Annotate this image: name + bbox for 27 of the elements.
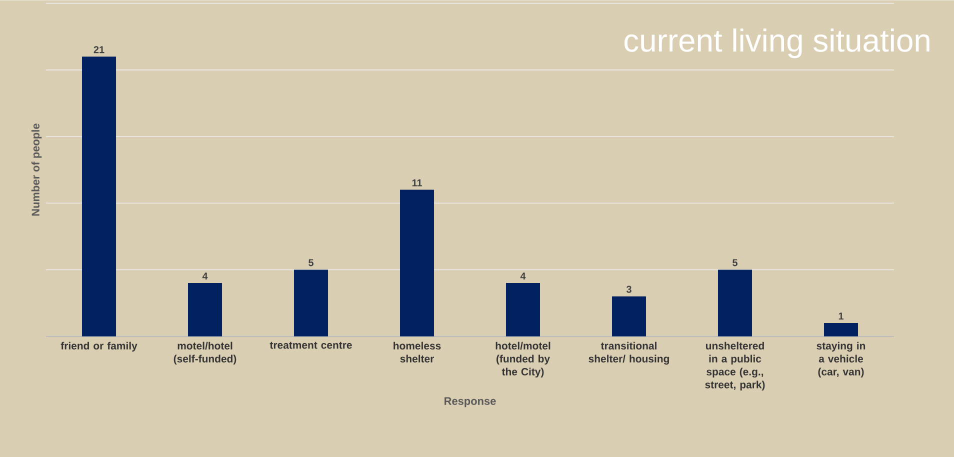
x-tick-label: treatment centre (270, 342, 352, 349)
data-label: 5 (732, 259, 738, 266)
y-axis-title: Number of people (31, 123, 42, 216)
x-tick-label: unsheltered in a public space (e.g., street, park) (705, 342, 765, 390)
x-tick-label: hotel/motel (funded by the City) (496, 342, 550, 378)
x-tick-label: friend or family (60, 342, 138, 352)
data-label: 11 (412, 179, 422, 186)
data-label: 3 (626, 286, 632, 293)
x-tick-label: transitional shelter/ housing (588, 342, 669, 364)
bar (824, 322, 858, 336)
x-tick-label: motel/hotel (self-funded) (174, 342, 236, 364)
bar (294, 270, 328, 336)
data-label: 4 (202, 272, 208, 280)
bar (188, 282, 222, 336)
x-tick-label: homeless shelter (394, 342, 441, 362)
data-label: 4 (520, 272, 526, 280)
x-tick-label: staying in a vehicle (car, van) (816, 342, 866, 378)
bar (612, 296, 646, 336)
data-label: 21 (94, 46, 104, 53)
bar (718, 270, 752, 336)
data-label: 1 (838, 312, 844, 320)
bar (506, 282, 540, 336)
text: current living situation (624, 28, 930, 58)
bar (82, 56, 116, 336)
bar (400, 190, 434, 336)
data-label: 5 (308, 259, 314, 266)
x-axis-title: Response (444, 397, 496, 407)
